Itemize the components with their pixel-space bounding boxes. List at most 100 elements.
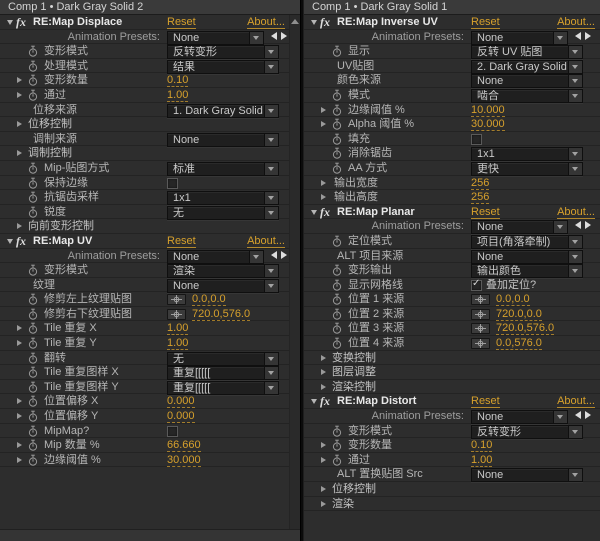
point-picker-button[interactable] bbox=[471, 323, 490, 335]
stopwatch-icon[interactable] bbox=[28, 322, 38, 338]
expand-icon[interactable] bbox=[17, 91, 22, 98]
expand-icon[interactable] bbox=[321, 106, 326, 113]
point-value[interactable]: 0.0,0.0 bbox=[192, 293, 226, 307]
effect-header[interactable]: fx RE:Map Displace Reset About... bbox=[0, 15, 290, 30]
dropdown-arrow-icon[interactable] bbox=[553, 31, 567, 44]
property-dropdown[interactable]: 结果 bbox=[167, 59, 279, 74]
stopwatch-icon[interactable] bbox=[28, 264, 38, 280]
stopwatch-icon[interactable] bbox=[28, 425, 38, 441]
point-value[interactable]: 0.0,576.0 bbox=[496, 337, 542, 351]
stopwatch-icon[interactable] bbox=[28, 191, 38, 207]
dropdown-arrow-icon[interactable] bbox=[568, 89, 582, 102]
property-value[interactable]: 30.000 bbox=[167, 453, 201, 467]
next-preset-icon[interactable] bbox=[281, 250, 287, 259]
property-value[interactable]: 256 bbox=[471, 191, 490, 205]
stopwatch-icon[interactable] bbox=[332, 118, 342, 134]
stopwatch-icon[interactable] bbox=[332, 264, 342, 280]
animation-presets-dropdown[interactable]: None bbox=[471, 410, 568, 425]
reset-link[interactable]: Reset bbox=[167, 234, 196, 248]
dropdown-arrow-icon[interactable] bbox=[249, 250, 263, 263]
expand-icon[interactable] bbox=[321, 354, 326, 361]
dropdown-arrow-icon[interactable] bbox=[568, 265, 582, 278]
property-dropdown[interactable]: 重复[[[[[ bbox=[167, 380, 279, 395]
expand-icon[interactable] bbox=[17, 77, 22, 84]
collapse-icon[interactable] bbox=[7, 20, 13, 25]
point-picker-button[interactable] bbox=[471, 308, 490, 320]
stopwatch-icon[interactable] bbox=[332, 89, 342, 105]
expand-icon[interactable] bbox=[17, 150, 22, 157]
prev-preset-icon[interactable] bbox=[271, 250, 277, 259]
stopwatch-icon[interactable] bbox=[28, 395, 38, 411]
dropdown-arrow-icon[interactable] bbox=[264, 46, 278, 59]
expand-icon[interactable] bbox=[17, 121, 22, 128]
property-dropdown[interactable]: None bbox=[471, 74, 583, 89]
property-dropdown[interactable]: None bbox=[167, 278, 279, 293]
dropdown-arrow-icon[interactable] bbox=[568, 425, 582, 438]
property-dropdown[interactable]: 重复[[[[[ bbox=[167, 366, 279, 381]
prev-preset-icon[interactable] bbox=[575, 31, 581, 40]
expand-icon[interactable] bbox=[321, 456, 326, 463]
animation-presets-dropdown[interactable]: None bbox=[471, 30, 568, 45]
expand-icon[interactable] bbox=[17, 340, 22, 347]
property-dropdown[interactable]: 反转 UV 贴图 bbox=[471, 45, 583, 60]
next-preset-icon[interactable] bbox=[585, 31, 591, 40]
dropdown-arrow-icon[interactable] bbox=[264, 265, 278, 278]
checkbox[interactable] bbox=[471, 278, 482, 291]
dropdown-arrow-icon[interactable] bbox=[264, 162, 278, 175]
property-dropdown[interactable]: 无 bbox=[167, 205, 279, 220]
point-picker-button[interactable] bbox=[167, 308, 186, 320]
reset-link[interactable]: Reset bbox=[167, 16, 196, 29]
scrollbar[interactable] bbox=[289, 15, 300, 541]
dropdown-arrow-icon[interactable] bbox=[264, 352, 278, 365]
effect-header[interactable]: fx RE:Map Inverse UV Reset About... bbox=[304, 15, 600, 30]
effect-header[interactable]: fx RE:Map Planar Reset About... bbox=[304, 205, 600, 220]
stopwatch-icon[interactable] bbox=[332, 235, 342, 251]
point-picker-button[interactable] bbox=[471, 338, 490, 350]
property-dropdown[interactable]: None bbox=[471, 249, 583, 264]
property-value[interactable]: 1.00 bbox=[167, 337, 189, 351]
dropdown-arrow-icon[interactable] bbox=[249, 31, 263, 44]
property-dropdown[interactable]: 项目(角落牵制) bbox=[471, 234, 583, 249]
expand-icon[interactable] bbox=[17, 413, 22, 420]
stopwatch-icon[interactable] bbox=[28, 366, 38, 382]
property-value[interactable]: 0.000 bbox=[167, 410, 195, 424]
property-value[interactable]: 30.000 bbox=[471, 118, 505, 132]
stopwatch-icon[interactable] bbox=[332, 45, 342, 61]
stopwatch-icon[interactable] bbox=[28, 206, 38, 222]
expand-icon[interactable] bbox=[321, 194, 326, 201]
effect-header[interactable]: fx RE:Map Distort Reset About... bbox=[304, 394, 600, 410]
stopwatch-icon[interactable] bbox=[332, 133, 342, 149]
about-link[interactable]: About... bbox=[557, 205, 595, 219]
property-dropdown[interactable]: 标准 bbox=[167, 161, 279, 176]
property-value[interactable]: 10.000 bbox=[471, 103, 505, 117]
property-dropdown[interactable]: 1x1 bbox=[167, 191, 279, 206]
dropdown-arrow-icon[interactable] bbox=[568, 162, 582, 175]
stopwatch-icon[interactable] bbox=[28, 352, 38, 368]
stopwatch-icon[interactable] bbox=[28, 410, 38, 426]
next-preset-icon[interactable] bbox=[585, 221, 591, 230]
animation-presets-dropdown[interactable]: None bbox=[167, 249, 264, 264]
property-dropdown[interactable]: 2. Dark Gray Solid 1 bbox=[471, 59, 583, 74]
dropdown-arrow-icon[interactable] bbox=[264, 60, 278, 73]
property-value[interactable]: 1.00 bbox=[167, 88, 189, 102]
dropdown-arrow-icon[interactable] bbox=[264, 192, 278, 205]
dropdown-arrow-icon[interactable] bbox=[264, 367, 278, 380]
dropdown-arrow-icon[interactable] bbox=[568, 148, 582, 161]
reset-link[interactable]: Reset bbox=[471, 395, 500, 409]
stopwatch-icon[interactable] bbox=[28, 308, 38, 324]
reset-link[interactable]: Reset bbox=[471, 205, 500, 219]
next-preset-icon[interactable] bbox=[585, 411, 591, 420]
animation-presets-dropdown[interactable]: None bbox=[167, 30, 264, 45]
stopwatch-icon[interactable] bbox=[28, 293, 38, 309]
property-dropdown[interactable]: 输出颜色 bbox=[471, 264, 583, 279]
checkbox[interactable] bbox=[167, 425, 178, 437]
stopwatch-icon[interactable] bbox=[332, 162, 342, 178]
stopwatch-icon[interactable] bbox=[28, 177, 38, 193]
panel-tab-title[interactable]: Comp 1 • Dark Gray Solid 2 bbox=[0, 0, 300, 15]
effect-header[interactable]: fx RE:Map UV Reset About... bbox=[0, 234, 290, 249]
dropdown-arrow-icon[interactable] bbox=[264, 104, 278, 117]
property-value[interactable]: 1.00 bbox=[167, 322, 189, 336]
expand-icon[interactable] bbox=[321, 383, 326, 390]
stopwatch-icon[interactable] bbox=[332, 147, 342, 163]
reset-link[interactable]: Reset bbox=[471, 16, 500, 29]
